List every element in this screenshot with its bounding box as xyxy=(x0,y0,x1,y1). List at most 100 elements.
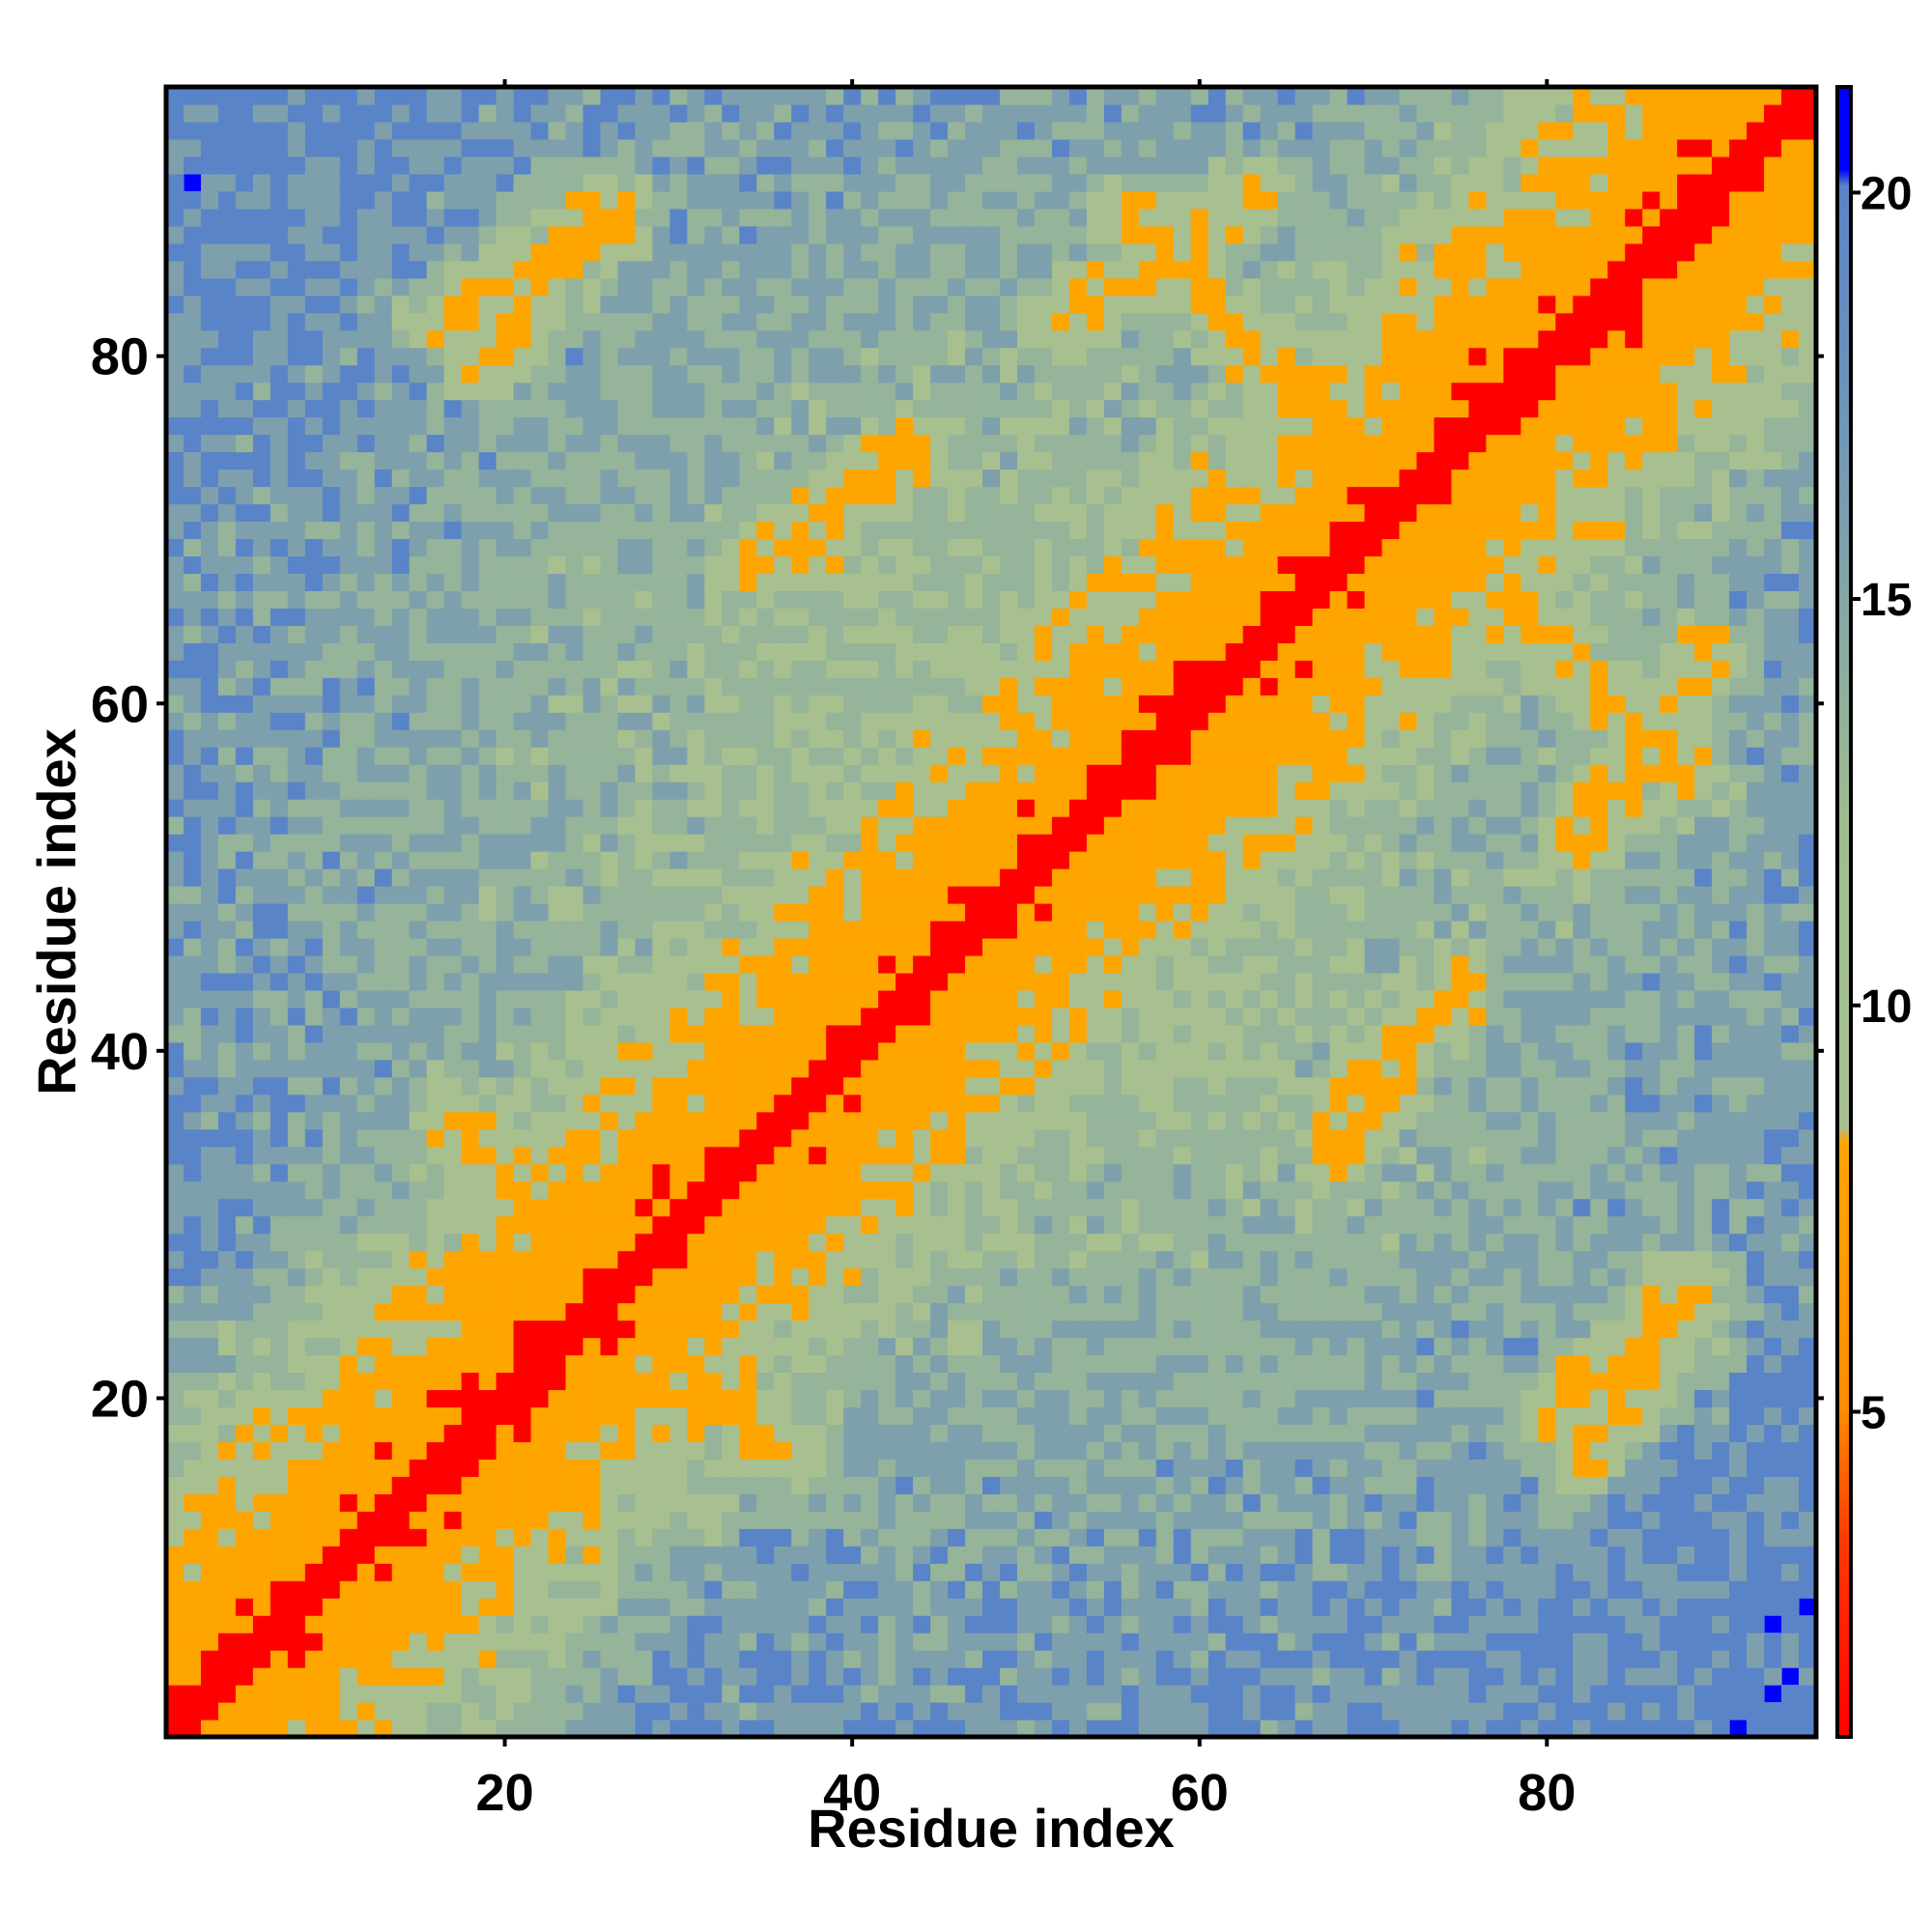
heatmap-cell xyxy=(183,886,202,904)
heatmap-cell xyxy=(861,190,879,210)
heatmap-cell xyxy=(722,1615,740,1634)
heatmap-cell xyxy=(166,1302,185,1321)
heatmap-cell xyxy=(270,989,289,1009)
heatmap-cell xyxy=(600,138,619,157)
heatmap-cell xyxy=(791,503,810,523)
heatmap-cell xyxy=(391,1459,411,1477)
heatmap-cell xyxy=(843,382,862,401)
heatmap-cell xyxy=(669,1580,688,1599)
heatmap-cell xyxy=(356,486,376,505)
heatmap-cell xyxy=(548,1215,567,1235)
heatmap-cell xyxy=(513,329,532,349)
heatmap-cell xyxy=(687,312,705,331)
heatmap-cell xyxy=(948,538,966,557)
heatmap-cell xyxy=(669,1146,688,1165)
heatmap-cell xyxy=(443,764,463,782)
heatmap-cell xyxy=(391,573,411,591)
heatmap-cell xyxy=(322,1180,341,1200)
heatmap-cell xyxy=(999,1267,1018,1287)
heatmap-cell xyxy=(270,660,289,678)
heatmap-cell xyxy=(374,816,393,835)
heatmap-cell xyxy=(1034,1580,1053,1599)
heatmap-cell xyxy=(722,1111,740,1130)
heatmap-cell xyxy=(426,608,445,626)
heatmap-cell xyxy=(391,1354,411,1374)
heatmap-cell xyxy=(322,1354,341,1374)
heatmap-cell xyxy=(565,1233,584,1252)
heatmap-cell xyxy=(826,1285,844,1304)
heatmap-cell xyxy=(304,729,324,748)
heatmap-cell xyxy=(461,1580,480,1599)
heatmap-cell xyxy=(843,469,862,488)
heatmap-cell xyxy=(1016,1094,1036,1113)
heatmap-cell xyxy=(339,1650,358,1668)
heatmap-cell xyxy=(774,590,792,609)
heatmap-cell xyxy=(617,712,637,730)
heatmap-cell xyxy=(513,954,532,974)
heatmap-cell xyxy=(217,660,237,678)
heatmap-cell xyxy=(843,312,862,331)
heatmap-cell xyxy=(965,712,983,730)
heatmap-cell xyxy=(617,312,637,331)
heatmap-cell xyxy=(217,190,237,210)
heatmap-cell xyxy=(322,834,341,852)
heatmap-cell xyxy=(270,1580,289,1599)
heatmap-cell xyxy=(1016,712,1036,730)
heatmap-cell xyxy=(513,1285,532,1304)
heatmap-cell xyxy=(217,225,237,244)
heatmap-cell xyxy=(722,1389,740,1407)
heatmap-cell xyxy=(965,1546,983,1564)
heatmap-cell xyxy=(565,469,584,488)
heatmap-cell xyxy=(339,1563,358,1581)
heatmap-cell xyxy=(739,695,757,713)
heatmap-cell xyxy=(322,1476,341,1494)
heatmap-cell xyxy=(687,764,705,782)
heatmap-cell xyxy=(930,486,949,505)
heatmap-cell xyxy=(461,364,480,384)
heatmap-cell xyxy=(878,1285,896,1304)
heatmap-cell xyxy=(826,364,844,384)
heatmap-cell xyxy=(339,208,358,227)
heatmap-cell xyxy=(304,173,324,192)
heatmap-cell xyxy=(322,972,341,991)
heatmap-cell xyxy=(270,764,289,782)
heatmap-cell xyxy=(1068,1493,1088,1512)
heatmap-cell xyxy=(722,1180,740,1200)
heatmap-cell xyxy=(739,1180,757,1200)
heatmap-cell xyxy=(930,1563,949,1581)
heatmap-cell xyxy=(878,1163,896,1182)
heatmap-cell xyxy=(565,1406,584,1425)
heatmap-cell xyxy=(339,1180,358,1200)
heatmap-cell xyxy=(687,1180,705,1200)
heatmap-cell xyxy=(652,1250,670,1269)
heatmap-cell xyxy=(270,834,289,852)
heatmap-cell xyxy=(756,1372,775,1391)
heatmap-cell xyxy=(722,1528,740,1547)
heatmap-cell xyxy=(722,555,740,575)
heatmap-cell xyxy=(999,1546,1018,1564)
heatmap-cell xyxy=(652,1146,670,1165)
heatmap-cell xyxy=(339,868,358,887)
heatmap-cell xyxy=(617,1719,637,1738)
heatmap-cell xyxy=(391,642,411,661)
heatmap-cell xyxy=(322,625,341,643)
heatmap-cell xyxy=(304,851,324,869)
heatmap-cell xyxy=(826,295,844,314)
heatmap-cell xyxy=(548,729,567,748)
heatmap-cell xyxy=(461,1598,480,1616)
heatmap-cell xyxy=(183,1598,202,1616)
heatmap-cell xyxy=(878,660,896,678)
heatmap-cell xyxy=(304,1667,324,1686)
heatmap-cell xyxy=(513,1337,532,1356)
heatmap-cell xyxy=(548,416,567,436)
heatmap-cell xyxy=(235,1633,254,1651)
heatmap-cell xyxy=(235,834,254,852)
heatmap-cell xyxy=(948,382,966,401)
heatmap-cell xyxy=(843,173,862,192)
heatmap-cell xyxy=(304,1354,324,1374)
heatmap-cell xyxy=(669,503,688,523)
heatmap-cell xyxy=(391,781,411,800)
heatmap-cell xyxy=(461,1667,480,1686)
heatmap-cell xyxy=(478,1094,497,1113)
heatmap-cell xyxy=(183,1493,202,1512)
